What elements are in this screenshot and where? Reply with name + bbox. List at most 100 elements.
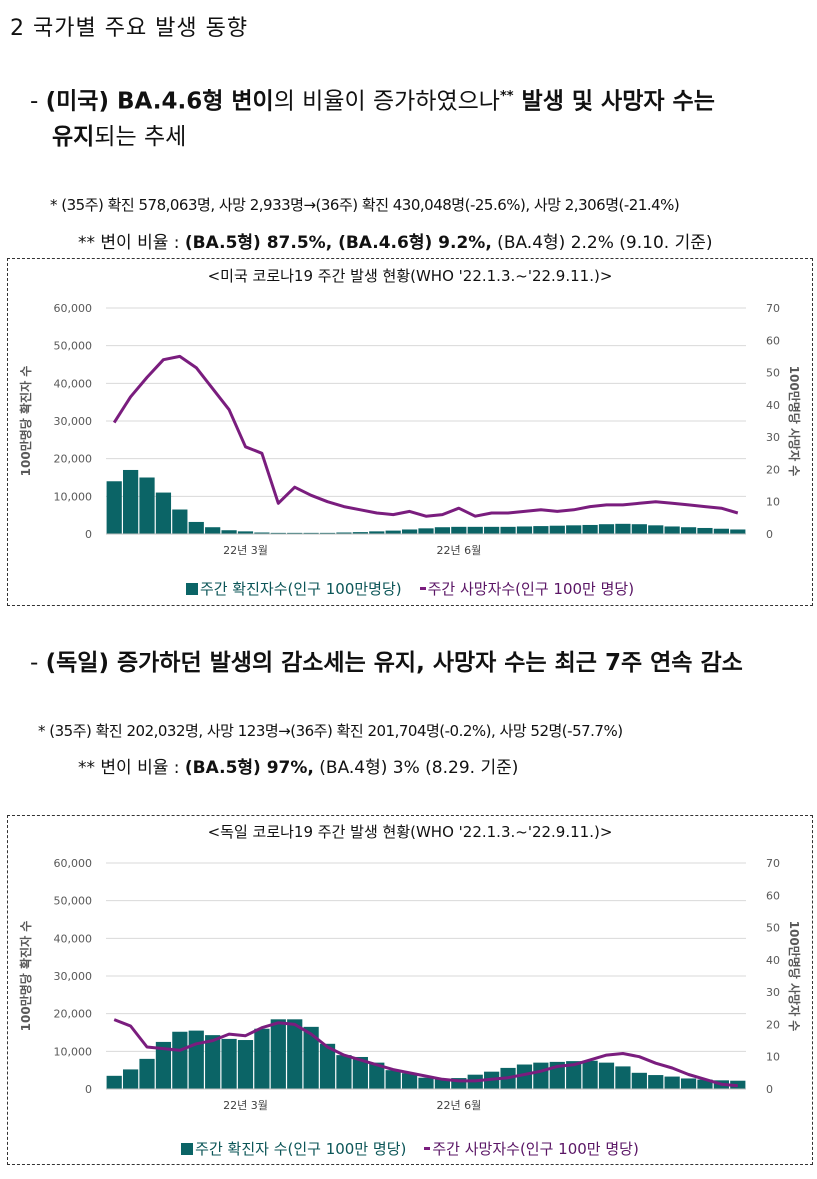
y-tick-label: 0 [85, 528, 92, 541]
usa-bullet-bold-c: 발생 및 사망자 수는 [513, 88, 715, 115]
bar [582, 1060, 598, 1089]
bar [582, 524, 598, 534]
bar [566, 1061, 582, 1089]
bar [385, 1070, 401, 1089]
y2-tick-label: 0 [766, 1083, 773, 1096]
bar [188, 521, 204, 534]
y-tick-label: 10,000 [54, 1045, 93, 1058]
germany-note2-rest: (BA.4형) 3% (8.29. 기준) [313, 758, 519, 778]
bar [484, 526, 500, 534]
legend-bar-swatch [181, 1143, 194, 1155]
y-tick-label: 40,000 [54, 377, 93, 390]
y-tick-label: 20,000 [54, 453, 93, 466]
legend-line-swatch [419, 587, 426, 590]
bar [648, 525, 664, 534]
bar [270, 532, 286, 534]
death-line [112, 354, 739, 518]
germany-bullet-dash: - [30, 650, 46, 676]
germany-legend-bar-label: 주간 확진자 수(인구 100만 명당) [195, 1140, 407, 1158]
bar [287, 532, 303, 534]
y-tick-label: 40,000 [54, 932, 93, 945]
bar [697, 1079, 713, 1089]
bar [303, 532, 319, 534]
y2-tick-label: 30 [766, 431, 780, 444]
usa-bullet-dash: - [30, 88, 46, 115]
death-line [113, 1018, 738, 1088]
bar [516, 1064, 533, 1089]
bar [385, 530, 401, 534]
bar [566, 525, 582, 534]
germany-bullet-line1: - (독일) 증가하던 발생의 감소세는 유지, 사망자 수는 최근 7주 연속… [30, 644, 743, 682]
bar [533, 1062, 549, 1089]
usa-bullet-trend: 되는 추세 [94, 124, 187, 150]
y2-tick-label: 10 [766, 1051, 780, 1064]
usa-bullet-line1: - (미국) BA.4.6형 변이의 비율이 증가하였으나** 발생 및 사망자… [30, 78, 715, 121]
y-tick-label: 20,000 [54, 1008, 93, 1021]
usa-note2-label: ** 변이 비율 : [78, 233, 185, 253]
germany-note2-label: ** 변이 비율 : [78, 758, 185, 778]
usa-note2-rest: (BA.4형) 2.2% (9.10. 기준) [491, 233, 713, 253]
bar [172, 509, 188, 534]
y2-tick-label: 70 [766, 302, 780, 315]
bar [336, 532, 352, 534]
bar [451, 526, 467, 534]
bar [155, 1041, 172, 1089]
bar [664, 526, 680, 534]
y2-tick-label: 50 [766, 367, 780, 380]
bar [648, 1075, 664, 1089]
y-tick-label: 50,000 [54, 895, 93, 908]
bar [205, 527, 221, 534]
bar [139, 477, 155, 534]
bar [401, 1073, 418, 1089]
y2-tick-label: 60 [766, 334, 780, 347]
bar [615, 1066, 631, 1089]
usa-legend-line-label: 주간 사망자수(인구 100만 명당) [427, 580, 635, 598]
germany-bullet-text: (독일) 증가하던 발생의 감소세는 유지, 사망자 수는 최근 7주 연속 감… [45, 650, 743, 676]
usa-bullet-sup: ** [499, 89, 514, 104]
legend-bar-swatch [185, 583, 198, 595]
bar [254, 532, 270, 534]
bar [664, 1076, 680, 1089]
bar [221, 530, 237, 534]
bar [172, 1031, 188, 1089]
x-tick-label: 22년 6월 [436, 544, 481, 557]
usa-legend-bar-label: 주간 확진자수(인구 100만명당) [199, 580, 402, 598]
germany-chart-title: <독일 코로나19 주간 발생 현황(WHO '22.1.3.~'22.9.11… [207, 823, 613, 841]
y2-tick-label: 20 [766, 463, 780, 476]
bar [319, 1043, 336, 1089]
x-tick-label: 22년 3월 [223, 544, 268, 557]
bar [549, 525, 565, 534]
bar [352, 532, 368, 534]
bar [631, 524, 647, 534]
bar [221, 1038, 237, 1089]
bar [188, 1030, 204, 1089]
germany-chart: 0 10,000 20,000 30,000 40,000 50,000 60,000 0 10… [18, 857, 802, 1112]
bar [730, 529, 746, 534]
bar [533, 526, 549, 534]
germany-legend-line-label: 주간 사망자수(인구 100만 명당) [432, 1140, 639, 1158]
x-tick-label: 22년 3월 [223, 1099, 268, 1112]
y-tick-label: 30,000 [54, 970, 93, 983]
usa-note2: ** 변이 비율 : (BA.5형) 87.5%, (BA.4.6형) 9.2%… [78, 228, 713, 253]
bar [336, 1055, 352, 1089]
y2-axis-label: 100만명당 사망자 수 [787, 366, 802, 477]
usa-bullet-bold-keep: 유지 [52, 124, 95, 150]
bar [106, 481, 122, 534]
y2-axis-label: 100만명당 사망자 수 [787, 921, 802, 1032]
y-tick-label: 30,000 [54, 415, 93, 428]
bar [369, 1062, 385, 1089]
y2-tick-label: 60 [766, 889, 780, 902]
y-tick-label: 60,000 [54, 857, 93, 870]
bar [319, 532, 336, 534]
y-tick-label: 60,000 [54, 302, 93, 315]
usa-chart-frame [7, 258, 813, 606]
bar [500, 526, 516, 534]
y-tick-label: 0 [85, 1083, 92, 1096]
germany-legend: 주간 확진자 수(인구 100만 명당) 주간 사망자수(인구 100만 명당) [7, 1138, 813, 1159]
y-axis-label: 100만명당 확진자 수 [18, 366, 33, 477]
y2-tick-label: 0 [766, 528, 773, 541]
bar [254, 1028, 270, 1089]
bar [139, 1058, 155, 1089]
bar [598, 1062, 615, 1089]
y2-tick-label: 30 [766, 986, 780, 999]
